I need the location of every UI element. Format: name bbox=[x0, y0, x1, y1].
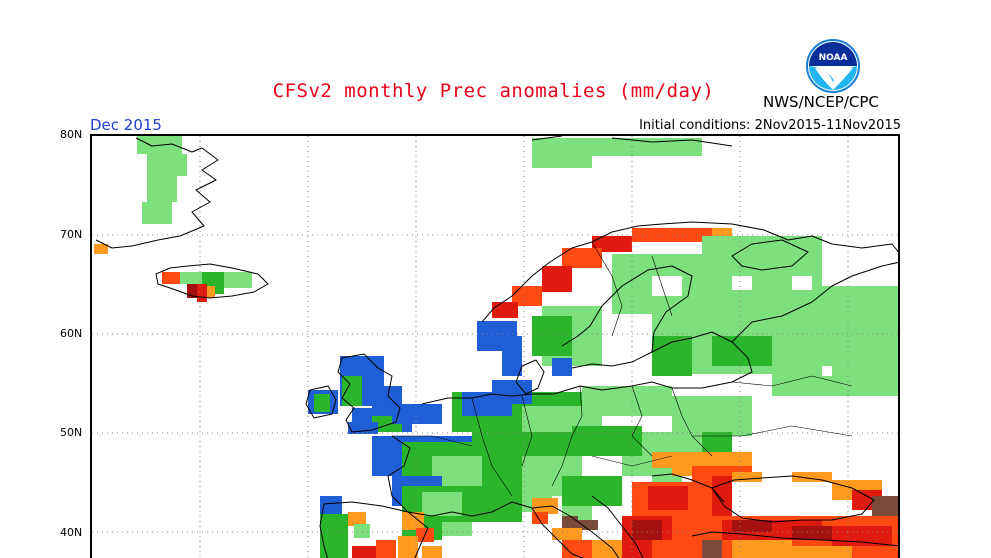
sweden-finland-coast bbox=[561, 265, 693, 369]
svg-text:NOAA: NOAA bbox=[819, 53, 848, 63]
iceland-anomaly-cells bbox=[162, 272, 252, 302]
lat-label-40n: 40N bbox=[60, 526, 83, 539]
western-europe-coast bbox=[421, 385, 581, 405]
central-europe-anomaly-cells bbox=[372, 380, 752, 540]
noaa-logo: NOAA bbox=[806, 39, 860, 93]
anomaly-map-canvas bbox=[92, 136, 898, 558]
balkans-coast bbox=[591, 473, 725, 558]
scandinavia-coast bbox=[481, 221, 898, 323]
coastlines bbox=[95, 136, 898, 558]
balkans-turkey-anomaly-cells bbox=[622, 452, 898, 558]
iceland-coast bbox=[155, 263, 269, 299]
svalbard-coast bbox=[531, 136, 733, 147]
greenland-anomaly-cells bbox=[94, 136, 187, 254]
france-coast bbox=[387, 435, 493, 517]
country-borders bbox=[392, 241, 853, 497]
lat-label-80n: 80N bbox=[60, 128, 83, 141]
white-gap-cells bbox=[652, 276, 832, 516]
ireland-coast bbox=[305, 385, 337, 419]
denmark-coast bbox=[515, 359, 545, 395]
iberia-anomaly-cells bbox=[320, 496, 442, 558]
greenland-coast bbox=[95, 137, 219, 249]
italy-coast bbox=[491, 501, 620, 558]
agency-label: NWS/NCEP/CPC bbox=[763, 93, 879, 111]
scandinavia-anomaly-cells bbox=[477, 138, 898, 396]
black-sea-coast bbox=[711, 475, 875, 523]
iberia-coast bbox=[319, 501, 429, 558]
forecast-period-label: Dec 2015 bbox=[90, 116, 162, 134]
map-title: CFSv2 monthly Prec anomalies (mm/day) bbox=[272, 80, 715, 102]
kola-coast bbox=[731, 239, 809, 271]
graticule bbox=[92, 136, 898, 558]
lat-label-70n: 70N bbox=[60, 228, 83, 241]
turkey-coast bbox=[691, 531, 898, 547]
lat-label-60n: 60N bbox=[60, 327, 83, 340]
lat-label-50n: 50N bbox=[60, 426, 83, 439]
russia-border bbox=[731, 261, 898, 343]
anomaly-map bbox=[90, 134, 900, 558]
uk-anomaly-cells bbox=[308, 356, 442, 434]
baltic-coast bbox=[579, 331, 753, 391]
initial-conditions-label: Initial conditions: 2Nov2015-11Nov2015 bbox=[639, 118, 901, 133]
britain-coast bbox=[337, 353, 401, 433]
mediterranean-anomaly-cells bbox=[532, 498, 622, 558]
